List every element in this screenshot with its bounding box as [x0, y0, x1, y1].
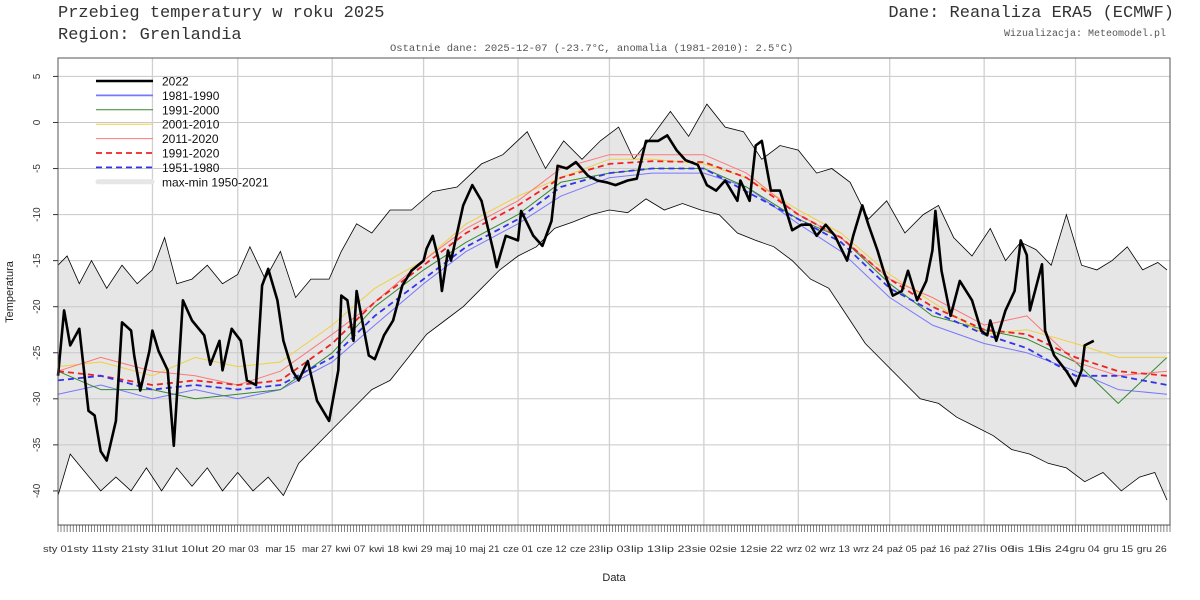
y-tick-label: -5 [32, 164, 43, 173]
data-source: Dane: Reanaliza ERA5 (ECMWF) [888, 4, 1174, 23]
x-tick-label: wrz 13 [819, 544, 850, 554]
x-tick-label: gru 15 [1103, 544, 1133, 554]
x-tick-label: kwi 07 [335, 544, 365, 554]
y-tick-label: 5 [32, 73, 43, 79]
legend-label: 1991-2020 [162, 147, 220, 161]
x-axis-label: Data [602, 572, 626, 584]
x-tick-label: gru 04 [1070, 544, 1100, 554]
x-tick-label: paź 16 [920, 544, 950, 554]
plot-frame [57, 57, 1171, 526]
x-tick-label: lip 13 [631, 544, 661, 554]
envelope-max-line [57, 103, 1168, 299]
x-tick-label: paź 05 [887, 544, 917, 554]
x-tick-label: wrz 02 [785, 544, 816, 554]
legend-label: 1981-1990 [162, 89, 220, 103]
x-tick-label: lip 03 [601, 544, 631, 554]
y-tick-label: -10 [32, 207, 43, 222]
legend-label: max-min 1950-2021 [162, 175, 269, 189]
envelope-band [58, 104, 1167, 501]
x-tick-label: lis 15 [1012, 544, 1042, 554]
x-tick-label: lut 20 [195, 544, 225, 554]
legend-label: 2001-2010 [162, 118, 220, 132]
x-tick-label: wrz 24 [852, 544, 883, 554]
x-tick-label: mar 15 [265, 544, 295, 554]
x-tick-label: sie 12 [722, 544, 752, 554]
y-tick-label: 0 [32, 119, 43, 125]
x-tick-label: mar 27 [302, 544, 332, 554]
x-tick-label: sty 21 [104, 544, 134, 554]
x-tick-label: sty 31 [134, 544, 164, 554]
x-tick-label: mar 03 [229, 544, 259, 554]
legend-label: 1951-1980 [162, 161, 220, 175]
y-axis-label: Temperatura [4, 260, 16, 323]
x-tick-label: sty 01 [43, 544, 73, 554]
legend-label: 1991-2000 [162, 103, 220, 117]
x-tick-label: lis 06 [984, 544, 1014, 554]
series-line-2022 [56, 134, 1095, 462]
x-tick-label: kwi 29 [402, 544, 432, 554]
x-tick-label: maj 10 [436, 544, 466, 554]
x-tick-label: lut 10 [165, 544, 195, 554]
y-tick-label: -35 [32, 437, 43, 452]
x-tick-label: lip 23 [661, 544, 691, 554]
x-tick-label: sie 02 [692, 544, 722, 554]
series-line-1991-2020 [57, 160, 1168, 386]
legend: 20221981-19901991-20002001-20102011-2020… [95, 75, 269, 189]
x-tick-label: paź 27 [954, 544, 984, 554]
x-tick-label: sty 11 [73, 544, 103, 554]
x-tick-label: lis 24 [1039, 544, 1069, 554]
x-tick-label: kwi 18 [369, 544, 399, 554]
x-tick-label: sie 22 [753, 544, 783, 554]
x-minor-ticks [57, 525, 1171, 532]
last-data-info: Ostatnie dane: 2025-12-07 (-23.7°C, anom… [390, 43, 794, 55]
x-tick-label: cze 01 [503, 544, 533, 554]
y-tick-label: -25 [32, 345, 43, 360]
visualization-credit: Wizualizacja: Meteomodel.pl [1003, 29, 1166, 40]
legend-label: 2011-2020 [162, 132, 219, 146]
chart-region: Region: Grenlandia [58, 26, 242, 45]
y-tick-label: -40 [32, 483, 43, 498]
chart-title: Przebieg temperatury w roku 2025 [58, 4, 385, 23]
x-tick-label: cze 23 [570, 544, 600, 554]
x-tick-label: cze 12 [537, 544, 567, 554]
x-tick-label: gru 26 [1137, 544, 1167, 554]
series-line-1981-1990 [57, 172, 1168, 400]
y-tick-label: -20 [32, 299, 43, 314]
y-tick-label: -30 [32, 391, 43, 406]
x-tick-label: maj 21 [470, 544, 500, 554]
y-tick-label: -15 [32, 253, 43, 268]
envelope-min-line [57, 198, 1168, 501]
legend-label: 2022 [162, 75, 189, 89]
